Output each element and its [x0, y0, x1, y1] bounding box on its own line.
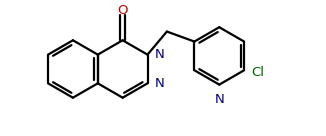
Text: O: O [117, 4, 128, 17]
Text: N: N [215, 92, 224, 106]
Text: N: N [155, 77, 164, 90]
Text: Cl: Cl [251, 66, 264, 79]
Text: N: N [155, 48, 164, 61]
